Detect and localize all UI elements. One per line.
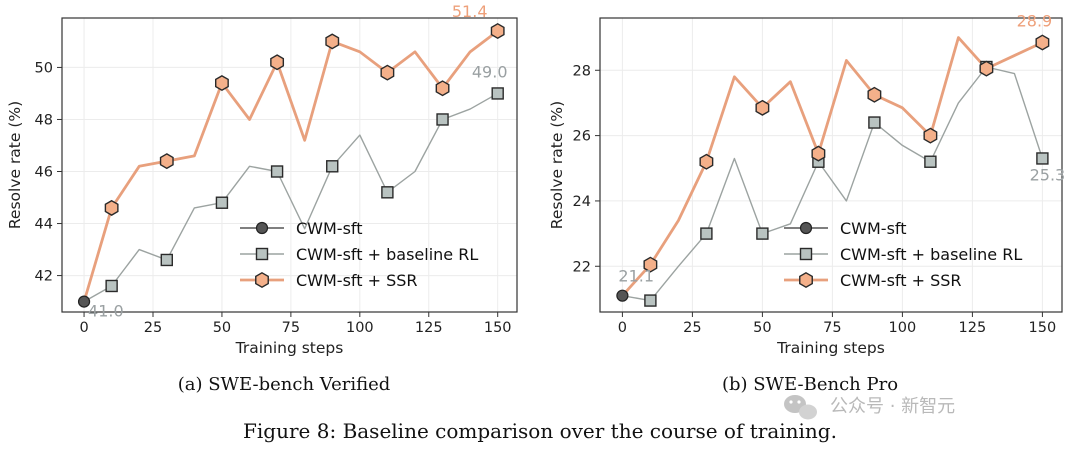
y-tick-label: 46	[35, 165, 53, 181]
figure-caption: Figure 8: Baseline comparison over the c…	[243, 419, 837, 443]
y-tick-label: 48	[35, 112, 53, 128]
legend-label: CWM-sft + SSR	[296, 271, 418, 290]
end-value-label-baseline-rl: 49.0	[472, 62, 508, 81]
end-value-label-ssr: 51.4	[452, 2, 488, 21]
x-tick-label: 150	[484, 320, 512, 336]
y-tick-label: 26	[573, 129, 591, 145]
marker-ssr	[325, 33, 340, 50]
x-axis-label: Training steps	[235, 339, 344, 357]
y-tick-label: 28	[573, 63, 591, 79]
start-value-label: 41.0	[88, 302, 124, 321]
x-tick-label: 0	[79, 320, 88, 336]
plot-frame	[599, 17, 1063, 313]
plot-frame	[61, 17, 518, 313]
marker-baseline-rl	[381, 186, 394, 199]
y-tick-label: 50	[35, 60, 53, 76]
marker-ssr	[435, 80, 450, 97]
end-value-label-ssr: 28.9	[1017, 12, 1053, 31]
legend-marker-baseline-rl	[255, 247, 269, 261]
marker-ssr	[867, 86, 882, 103]
marker-baseline-rl	[491, 87, 504, 100]
x-tick-label: 150	[1029, 320, 1057, 336]
marker-ssr	[380, 64, 395, 81]
x-tick-label: 50	[753, 320, 771, 336]
legend-label: CWM-sft	[840, 219, 907, 238]
marker-baseline-rl	[436, 113, 449, 126]
x-axis-label: Training steps	[776, 339, 885, 357]
legend-marker-ssr	[799, 271, 813, 289]
marker-baseline-rl	[1036, 152, 1049, 165]
marker-ssr	[490, 23, 505, 40]
marker-ssr	[643, 256, 658, 273]
series-line-ssr	[82, 29, 499, 302]
marker-baseline-rl	[924, 155, 937, 168]
marker-ssr	[699, 153, 714, 170]
x-tick-label: 75	[282, 320, 300, 336]
x-tick-label: 100	[889, 320, 917, 336]
marker-ssr	[811, 145, 826, 162]
legend-marker-cwm-sft	[255, 221, 269, 235]
chart-swe-bench-pro: 0 25 50 75 100 125 150 22 24 26 28 Training steps Re…	[548, 12, 1065, 358]
x-tick-label: 25	[683, 320, 701, 336]
x-tick-label: 50	[213, 320, 231, 336]
legend-label: CWM-sft + SSR	[840, 271, 962, 290]
x-tick-label: 0	[618, 320, 627, 336]
marker-baseline-rl	[326, 160, 339, 173]
end-value-label-baseline-rl: 25.3	[1030, 165, 1066, 184]
marker-ssr	[104, 199, 119, 216]
marker-baseline-rl	[700, 227, 713, 240]
legend-label: CWM-sft + baseline RL	[296, 245, 478, 264]
marker-cwm-sft	[616, 289, 629, 302]
x-tick-label: 75	[823, 320, 841, 336]
legend-label: CWM-sft	[296, 219, 363, 238]
wechat-icon	[784, 395, 817, 420]
marker-baseline-rl	[160, 253, 173, 267]
subfigure-caption-b: (b) SWE-Bench Pro	[722, 374, 898, 395]
y-axis-label: Resolve rate (%)	[548, 101, 566, 229]
series-line-baseline-rl	[622, 66, 1044, 302]
marker-baseline-rl	[644, 294, 657, 307]
legend: CWM-sft CWM-sft + baseline RL CWM-sft + SS…	[240, 219, 478, 290]
marker-baseline-rl	[105, 279, 118, 293]
legend-label: CWM-sft + baseline RL	[840, 245, 1022, 264]
marker-ssr	[270, 54, 285, 71]
x-tick-label: 100	[346, 320, 374, 336]
x-tick-label: 125	[959, 320, 987, 336]
marker-ssr	[214, 75, 229, 92]
series-line-ssr	[621, 36, 1043, 297]
subfigure-caption-a: (a) SWE-bench Verified	[178, 374, 391, 395]
marker-ssr	[923, 127, 938, 144]
marker-ssr	[1035, 34, 1050, 51]
series-line-baseline-rl	[83, 92, 499, 303]
marker-baseline-rl	[215, 196, 229, 209]
start-value-label: 21.1	[618, 267, 654, 286]
legend-marker-ssr	[255, 271, 269, 289]
watermark-text: 公众号 · 新智元	[830, 396, 955, 417]
marker-baseline-rl	[868, 116, 881, 129]
marker-ssr	[755, 99, 770, 116]
y-tick-label: 22	[573, 259, 591, 275]
marker-cwm-sft	[77, 295, 91, 308]
x-tick-label: 125	[415, 320, 443, 336]
marker-baseline-rl	[270, 165, 284, 178]
y-tick-label: 42	[35, 269, 53, 285]
y-tick-label: 24	[573, 194, 591, 210]
legend-marker-baseline-rl	[799, 247, 813, 261]
marker-ssr	[159, 153, 174, 170]
x-tick-label: 25	[144, 320, 162, 336]
y-tick-label: 44	[35, 217, 53, 233]
marker-ssr	[979, 60, 994, 77]
y-axis-label: Resolve rate (%)	[6, 101, 24, 229]
marker-baseline-rl	[756, 227, 769, 240]
legend-marker-cwm-sft	[799, 221, 813, 235]
legend: CWM-sft CWM-sft + baseline RL CWM-sft + SS…	[784, 219, 1022, 290]
